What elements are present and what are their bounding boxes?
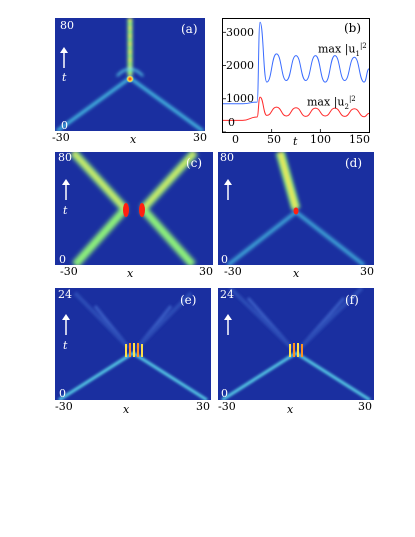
panel-d-x-label: x (293, 267, 300, 280)
panel-d-t-bottom: 0 (221, 253, 228, 266)
panel-f-up-arrow-icon (224, 314, 232, 335)
panel-c-x-label: x (127, 267, 134, 280)
panel-b-line-chart (222, 18, 370, 133)
panel-d-up-arrow-icon (224, 179, 232, 200)
panel-c-t-axis-label: t (63, 204, 68, 217)
legend-u1-sup: |2 (359, 42, 367, 50)
panel-c-up-arrow-icon (62, 179, 70, 200)
panel-c-label: (c) (186, 156, 203, 170)
panel-e-t-bottom: 0 (59, 387, 66, 400)
legend-u2-sub: 2 (344, 102, 349, 111)
panel-b-legend-u1: max |u1|2 (318, 40, 367, 60)
panel-e-t-top: 24 (58, 288, 72, 301)
panel-b-xtick-100: 100 (310, 133, 331, 146)
panel-a-label: (a) (181, 22, 198, 36)
panel-d-x-left: -30 (224, 265, 242, 278)
panel-a-t-top: 80 (60, 19, 74, 32)
panel-b-label: (b) (344, 21, 362, 35)
panel-f-x-label: x (287, 403, 294, 416)
panel-a-t-axis-label: t (62, 71, 67, 84)
panel-e-x-left: -30 (55, 400, 73, 413)
panel-a-x-label: x (130, 133, 137, 146)
panel-f-t-top: 24 (220, 288, 234, 301)
panel-c-heatmap (55, 152, 213, 265)
panel-c-t-bottom: 0 (59, 253, 66, 266)
panel-f-x-right: 30 (358, 400, 372, 413)
panel-d-t-top: 80 (220, 151, 234, 164)
panel-b-xtick-50: 50 (267, 133, 281, 146)
panel-c-t-top: 80 (58, 151, 72, 164)
panel-a-heatmap (55, 18, 205, 131)
panel-e-x-right: 30 (196, 400, 210, 413)
panel-e-label: (e) (180, 293, 197, 307)
legend-u2-sup: |2 (348, 95, 356, 103)
panel-d-x-right: 30 (360, 265, 374, 278)
panel-f-x-left: -30 (218, 400, 236, 413)
panel-b-xtick-150: 150 (349, 133, 370, 146)
series-line-1 (223, 21, 369, 105)
panel-f-heatmap (218, 288, 374, 400)
panel-d-label: (d) (345, 156, 363, 170)
series-line-2 (223, 96, 369, 121)
panel-e-t-axis-label: t (63, 339, 68, 352)
panel-a-x-right: 30 (193, 131, 207, 144)
legend-u1-sub: 1 (355, 49, 360, 58)
panel-e-x-label: x (123, 403, 130, 416)
panel-a-t-bottom: 0 (61, 119, 68, 132)
panel-b-xtick-0: 0 (232, 133, 239, 146)
panel-a-up-arrow-icon (60, 47, 68, 68)
panel-b-x-label: t (293, 135, 298, 148)
panel-b-ytick-0: 0 (228, 116, 235, 129)
panel-f-t-bottom: 0 (221, 387, 228, 400)
panel-c-x-left: -30 (60, 265, 78, 278)
panel-b-legend-u2: max |u2|2 (307, 93, 356, 113)
panel-a-x-left: -30 (52, 131, 70, 144)
legend-u2-text: max |u (307, 95, 345, 109)
panel-b-ytick-2000: 2000 (226, 59, 254, 72)
panel-e-up-arrow-icon (62, 314, 70, 335)
panel-e-heatmap (55, 288, 211, 400)
panel-b-ytick-3000: 3000 (226, 26, 254, 39)
panel-f-label: (f) (345, 293, 359, 307)
legend-u1-text: max |u (318, 42, 356, 56)
panel-c-x-right: 30 (199, 265, 213, 278)
panel-d-heatmap (218, 152, 374, 265)
panel-b-ytick-1000: 1000 (226, 92, 254, 105)
